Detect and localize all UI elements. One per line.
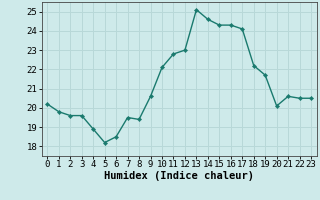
X-axis label: Humidex (Indice chaleur): Humidex (Indice chaleur) (104, 171, 254, 181)
